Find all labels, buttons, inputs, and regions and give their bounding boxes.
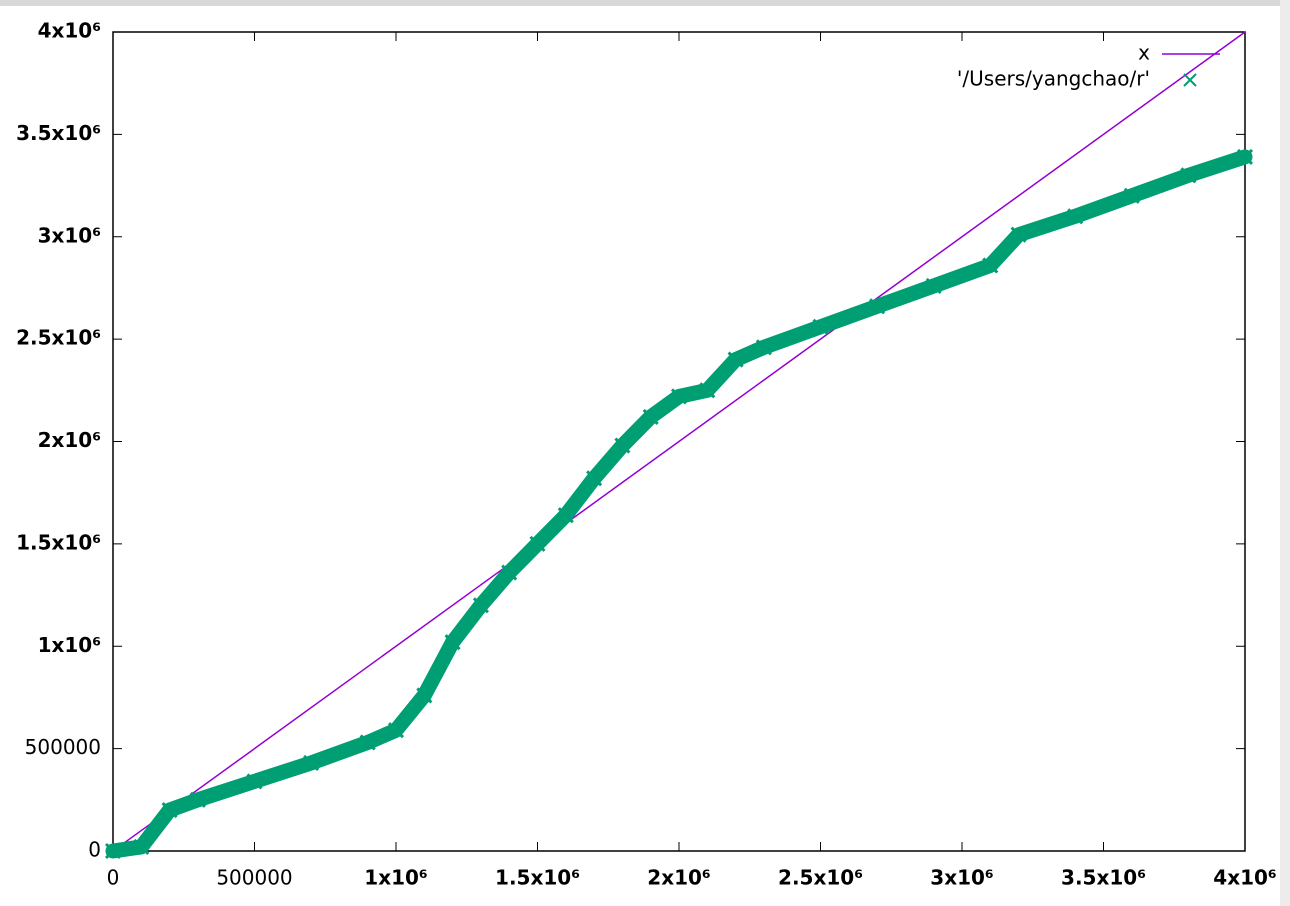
x-tick-label: 2x10⁶ <box>647 866 710 890</box>
y-tick-label: 3x10⁶ <box>38 223 101 247</box>
y-tick-label: 3.5x10⁶ <box>16 121 101 145</box>
y-tick-label: 1.5x10⁶ <box>16 530 101 554</box>
point <box>133 838 150 855</box>
legend-swatch <box>1183 73 1197 87</box>
x-tick-label: 3.5x10⁶ <box>1061 866 1146 890</box>
line <box>112 31 1246 852</box>
window-edge <box>0 0 1290 6</box>
point <box>161 801 178 819</box>
x-tick-label: 1.5x10⁶ <box>495 866 580 890</box>
point <box>614 437 631 454</box>
y-tick-label: 0 <box>88 838 101 862</box>
x-tick-label: 4x10⁶ <box>1213 866 1276 890</box>
point <box>670 388 688 405</box>
point <box>1180 167 1197 184</box>
legend-label: x <box>1138 41 1150 65</box>
point <box>727 351 744 368</box>
window-edge <box>1280 0 1290 906</box>
y-tick-label: 4x10⁶ <box>38 19 101 43</box>
point <box>444 634 461 651</box>
point <box>812 318 829 335</box>
x-tick-label: 2.5x10⁶ <box>778 866 863 890</box>
x-tick-label: 500000 <box>216 866 292 890</box>
y-tick-label: 1x10⁶ <box>38 633 101 657</box>
point <box>387 722 405 739</box>
point <box>1067 208 1084 225</box>
point <box>586 470 603 487</box>
point <box>699 382 716 399</box>
point <box>557 507 574 524</box>
y-tick-label: 2x10⁶ <box>38 428 101 452</box>
y-tick-label: 500000 <box>25 735 101 759</box>
point <box>472 597 489 614</box>
x-tick-label: 1x10⁶ <box>364 866 427 890</box>
point <box>755 339 772 356</box>
x-tick-label: 3x10⁶ <box>930 866 993 890</box>
point <box>359 734 376 751</box>
x-tick-label: 0 <box>107 866 120 890</box>
legend-label: '/Users/yangchao/r' <box>957 67 1150 91</box>
point <box>869 298 886 315</box>
point <box>189 791 206 808</box>
point <box>104 842 122 860</box>
point <box>303 754 320 772</box>
point <box>246 773 263 790</box>
point <box>642 408 659 425</box>
point <box>501 564 518 581</box>
point <box>925 277 942 294</box>
point <box>982 257 999 274</box>
point <box>416 687 433 704</box>
point <box>1010 226 1027 243</box>
point <box>529 535 546 552</box>
point <box>1123 187 1140 204</box>
y-tick-label: 2.5x10⁶ <box>16 326 101 350</box>
point <box>1236 148 1254 165</box>
